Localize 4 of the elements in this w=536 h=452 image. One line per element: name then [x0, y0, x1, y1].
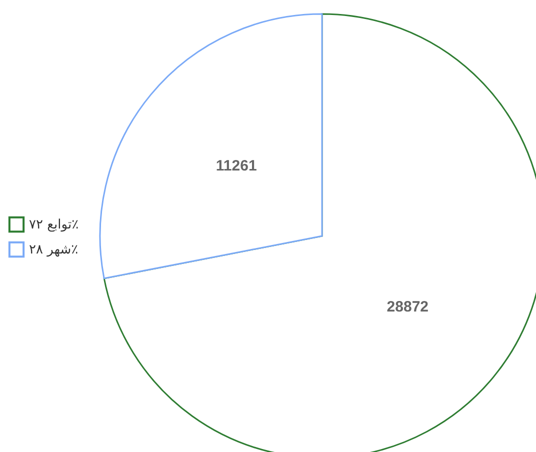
legend-label: شهر ۲۸٪ — [29, 242, 78, 258]
data-label: 11261 — [216, 157, 257, 174]
legend-label: توابع ۷۲٪ — [29, 218, 79, 232]
data-label: 28872 — [386, 298, 429, 316]
